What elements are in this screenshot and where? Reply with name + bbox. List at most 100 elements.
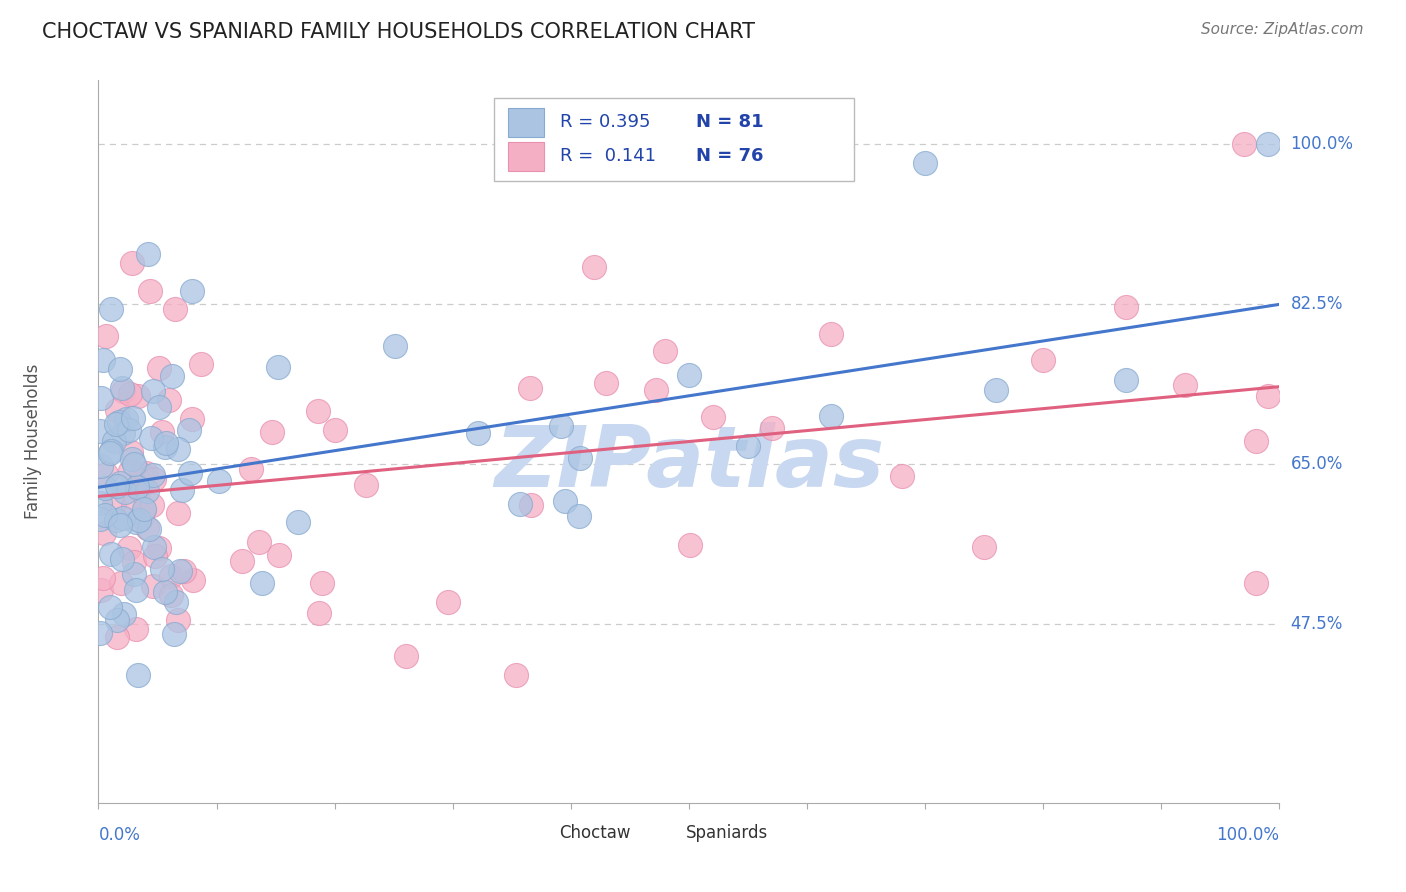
- Point: [702, 410, 724, 425]
- Point: [323, 423, 346, 437]
- Point: [127, 389, 149, 403]
- Point: [568, 450, 591, 465]
- Point: [108, 361, 131, 376]
- Point: [105, 479, 128, 493]
- Bar: [508, 108, 544, 136]
- Point: [108, 518, 131, 533]
- Point: [117, 424, 139, 438]
- Point: [287, 515, 309, 529]
- Point: [94, 467, 117, 482]
- Point: [111, 384, 134, 399]
- Point: [179, 466, 201, 480]
- Point: [307, 403, 329, 417]
- Text: N = 81: N = 81: [696, 113, 763, 131]
- Point: [122, 457, 145, 471]
- Point: [94, 481, 117, 495]
- Point: [160, 569, 183, 583]
- Point: [121, 452, 143, 467]
- Bar: [517, 820, 551, 843]
- Text: 0.0%: 0.0%: [98, 826, 141, 844]
- Point: [111, 425, 134, 440]
- Point: [131, 510, 153, 524]
- Point: [105, 513, 128, 527]
- Point: [260, 425, 283, 440]
- Point: [111, 552, 134, 566]
- Point: [105, 630, 128, 644]
- Text: ZIPatlas: ZIPatlas: [494, 422, 884, 505]
- Point: [120, 386, 142, 401]
- Point: [125, 515, 148, 529]
- Point: [108, 415, 131, 429]
- Point: [820, 409, 842, 423]
- Point: [231, 554, 253, 568]
- Point: [820, 326, 842, 341]
- Point: [90, 458, 112, 473]
- Point: [142, 540, 165, 554]
- Point: [98, 599, 121, 614]
- Point: [505, 667, 527, 681]
- Point: [177, 423, 200, 437]
- Point: [1174, 377, 1197, 392]
- Point: [111, 381, 134, 395]
- Point: [136, 484, 159, 499]
- Point: [129, 467, 152, 481]
- Point: [121, 256, 143, 270]
- Point: [267, 360, 290, 375]
- Point: [114, 485, 136, 500]
- Point: [142, 472, 165, 486]
- Point: [112, 607, 135, 621]
- Point: [125, 622, 148, 636]
- Point: [141, 431, 163, 445]
- Text: 65.0%: 65.0%: [1291, 456, 1343, 474]
- Point: [1233, 137, 1256, 152]
- Point: [132, 503, 155, 517]
- Point: [678, 368, 700, 382]
- Text: 100.0%: 100.0%: [1291, 136, 1354, 153]
- Point: [131, 475, 153, 489]
- Point: [157, 393, 180, 408]
- Point: [148, 401, 170, 415]
- Point: [250, 576, 273, 591]
- Point: [568, 508, 591, 523]
- Text: CHOCTAW VS SPANIARD FAMILY HOUSEHOLDS CORRELATION CHART: CHOCTAW VS SPANIARD FAMILY HOUSEHOLDS CO…: [42, 22, 755, 42]
- Point: [1257, 389, 1279, 403]
- Point: [1032, 353, 1054, 368]
- Point: [105, 402, 128, 417]
- Point: [173, 564, 195, 578]
- Text: Source: ZipAtlas.com: Source: ZipAtlas.com: [1201, 22, 1364, 37]
- Point: [679, 538, 702, 552]
- Point: [973, 540, 995, 554]
- Text: 100.0%: 100.0%: [1216, 826, 1279, 844]
- Point: [190, 357, 212, 371]
- Point: [167, 613, 190, 627]
- Point: [181, 411, 204, 425]
- Point: [100, 301, 122, 316]
- Point: [153, 585, 176, 599]
- Point: [520, 498, 543, 512]
- Point: [654, 344, 676, 359]
- Point: [103, 498, 125, 512]
- Point: [181, 573, 204, 587]
- Point: [127, 667, 149, 681]
- Point: [89, 625, 111, 640]
- Point: [94, 508, 117, 523]
- Point: [890, 468, 912, 483]
- Point: [135, 467, 157, 481]
- Point: [120, 444, 142, 458]
- Point: [1115, 301, 1137, 315]
- Point: [110, 576, 132, 591]
- Point: [308, 606, 330, 620]
- Point: [737, 439, 759, 453]
- Point: [122, 555, 145, 569]
- Point: [128, 483, 150, 497]
- Text: R =  0.141: R = 0.141: [560, 147, 657, 165]
- Point: [984, 383, 1007, 397]
- Point: [100, 547, 122, 561]
- Point: [519, 381, 541, 395]
- Point: [1244, 434, 1267, 448]
- Text: Family Households: Family Households: [24, 364, 42, 519]
- Point: [159, 588, 181, 602]
- Point: [354, 478, 377, 492]
- Point: [148, 541, 170, 555]
- Point: [467, 426, 489, 441]
